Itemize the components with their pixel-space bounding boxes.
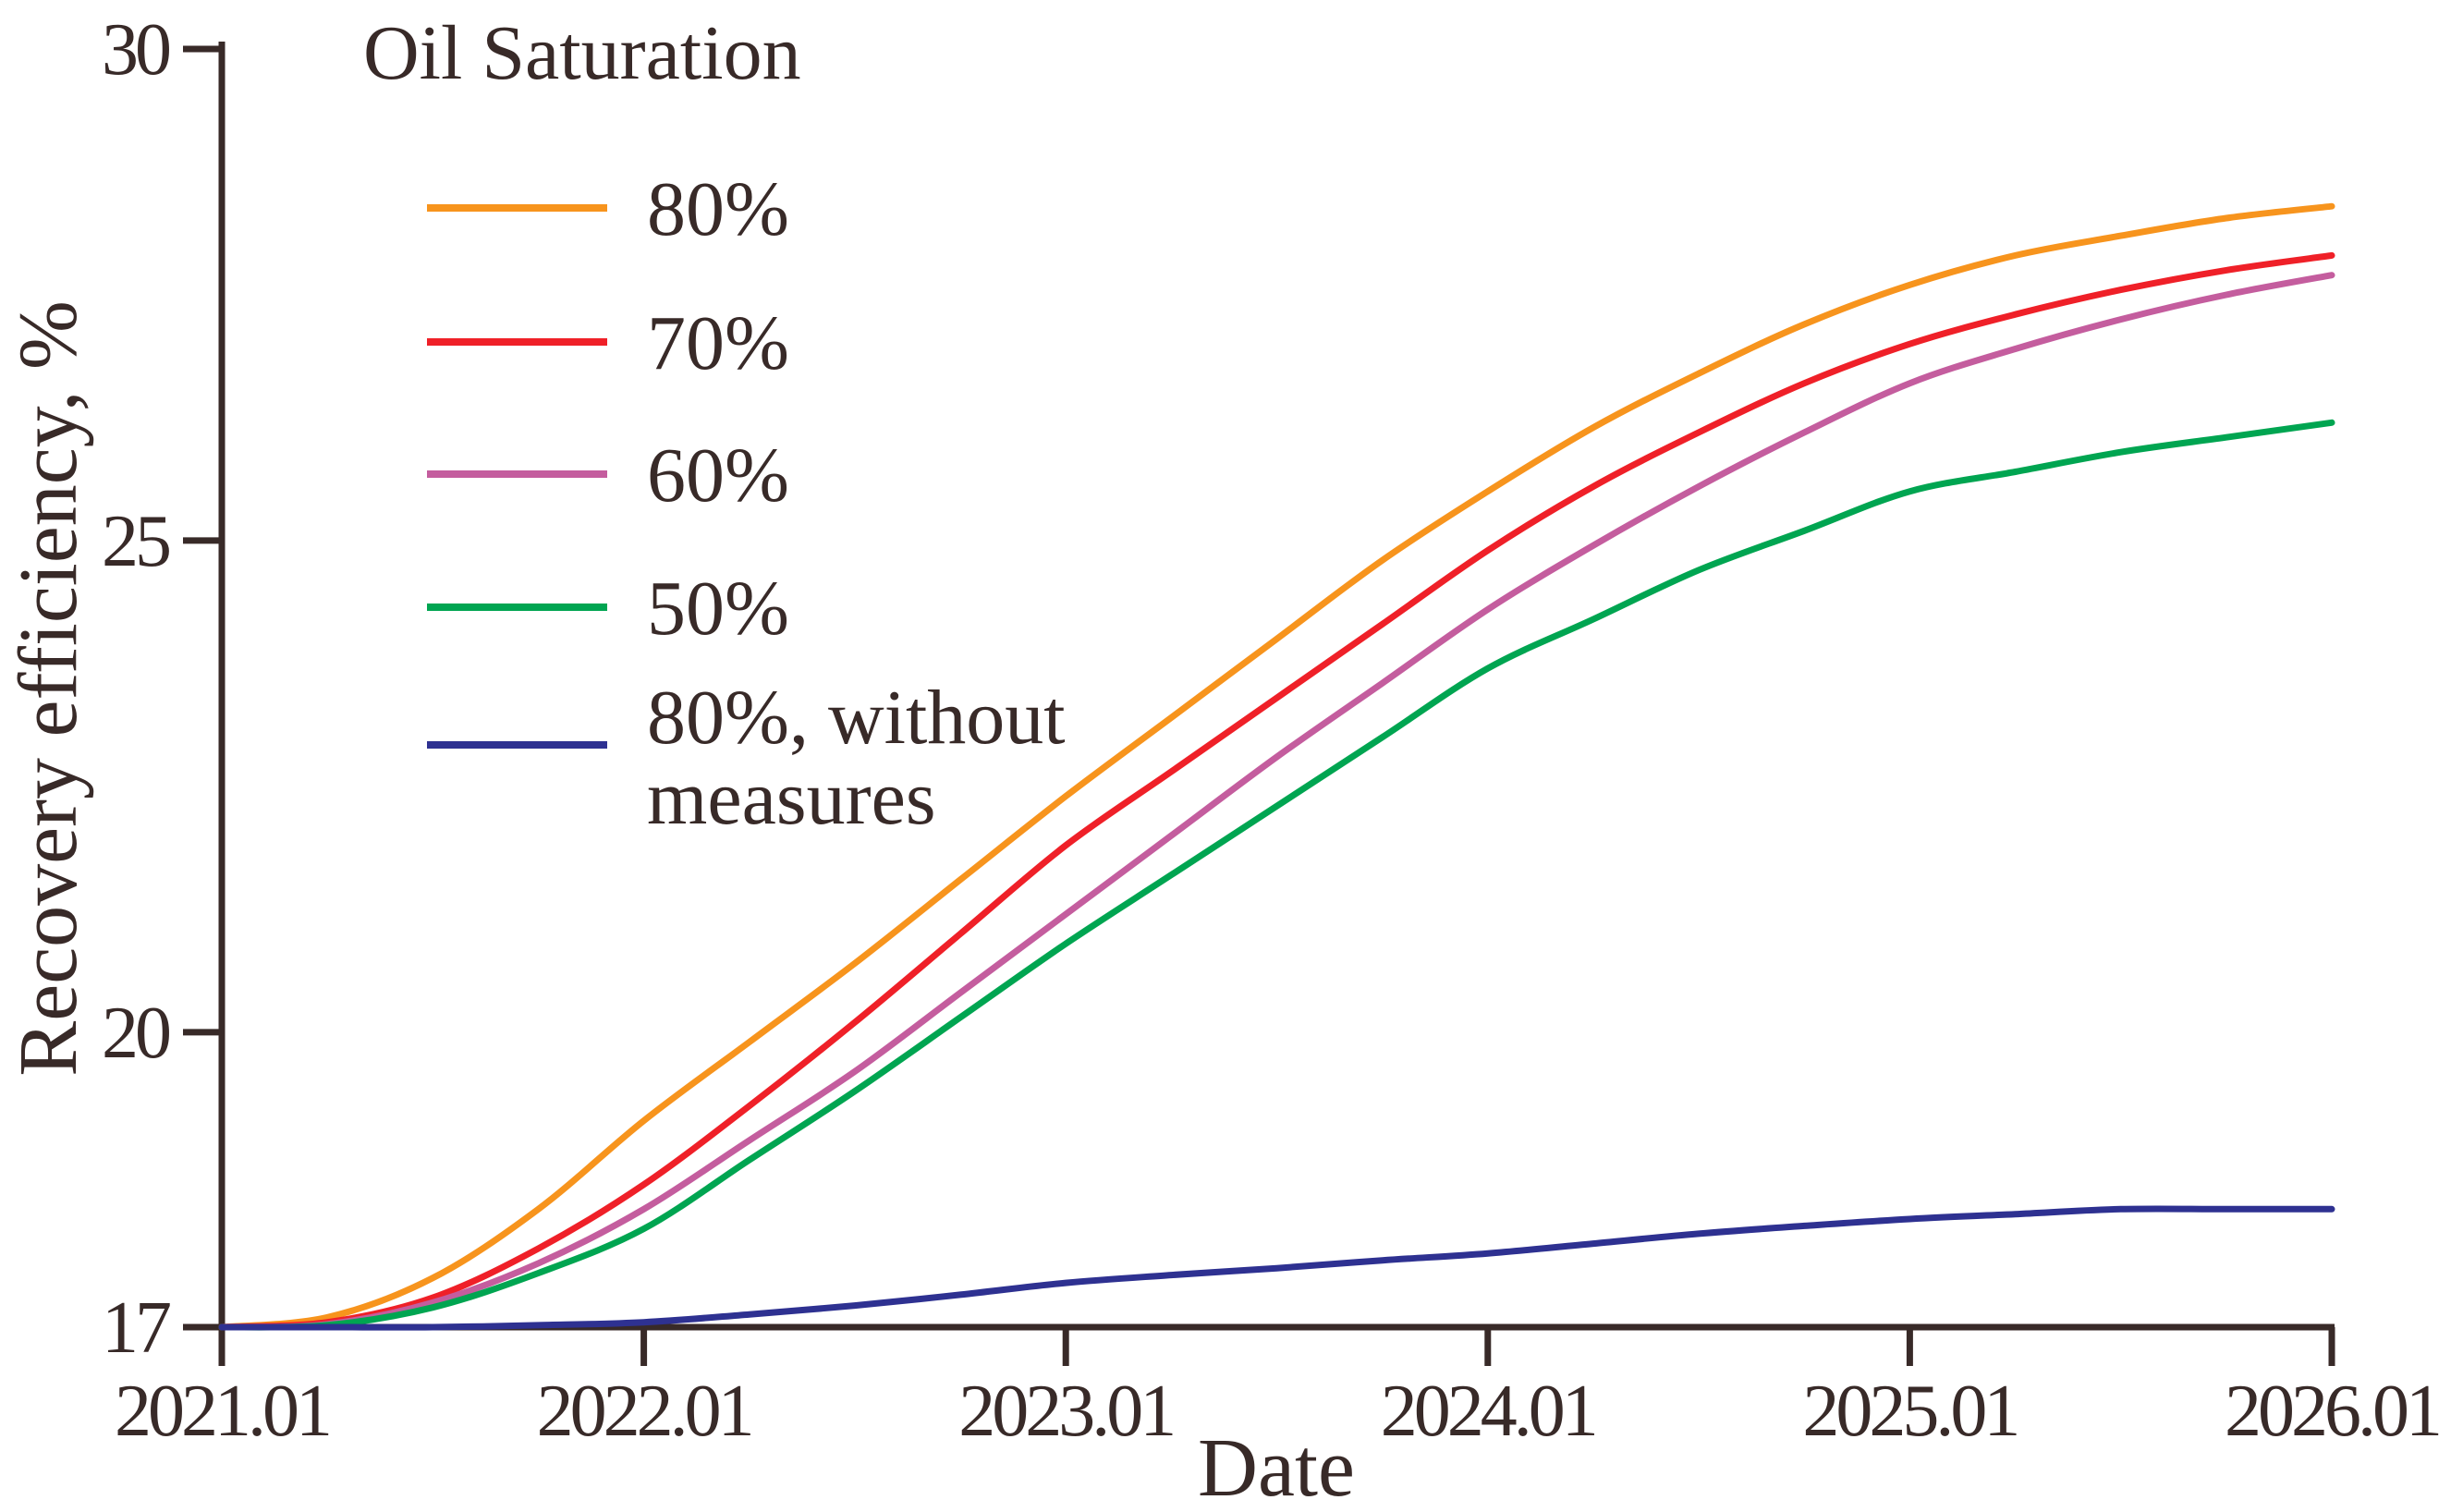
x-axis-title: Date <box>1198 1422 1355 1512</box>
y-tick-label: 20 <box>102 993 169 1074</box>
legend-item: 80% <box>427 166 789 252</box>
legend-item-label: 50% <box>647 566 789 652</box>
legend-item-label: 60% <box>647 433 789 518</box>
x-tick-label: 2024.01 <box>1381 1371 1595 1452</box>
legend-item-label: measures <box>647 755 936 841</box>
x-tick-label: 2026.01 <box>2225 1371 2439 1452</box>
series-line-80 <box>218 202 2335 1331</box>
axes-layer: 17 20 25 30 2021.01 2022.01 2023.01 2024.01 2025… <box>102 9 2443 1452</box>
y-tick-label: 25 <box>102 501 169 582</box>
series-layer <box>218 202 2335 1331</box>
y-axis-title: Recovery efficiency, % <box>3 300 94 1077</box>
legend-item-label: 80%, without <box>647 675 1066 761</box>
x-tick-label: 2025.01 <box>1802 1371 2017 1452</box>
series-line-70 <box>218 251 2335 1331</box>
legend-title: Oil Saturation <box>363 10 801 96</box>
series-line-50 <box>218 419 2335 1331</box>
legend: Oil Saturation 80% 70% 60% 50% 80%, withoutm… <box>363 10 1066 841</box>
legend-item-label: 80% <box>647 166 789 252</box>
series-line-80-without-measures <box>218 1205 2335 1331</box>
legend-item-label: 70% <box>647 300 789 386</box>
axis-spines <box>218 42 2335 1331</box>
legend-item: 70% <box>427 300 789 386</box>
series-line-60 <box>218 272 2335 1331</box>
y-tick-label: 17 <box>102 1287 170 1369</box>
x-tick-label: 2023.01 <box>958 1371 1173 1452</box>
x-tick-label: 2021.01 <box>115 1371 329 1452</box>
legend-item: 60% <box>427 433 789 518</box>
y-tick-label: 30 <box>102 9 169 91</box>
legend-item: 50% <box>427 566 789 652</box>
x-tick-label: 2022.01 <box>537 1371 751 1452</box>
